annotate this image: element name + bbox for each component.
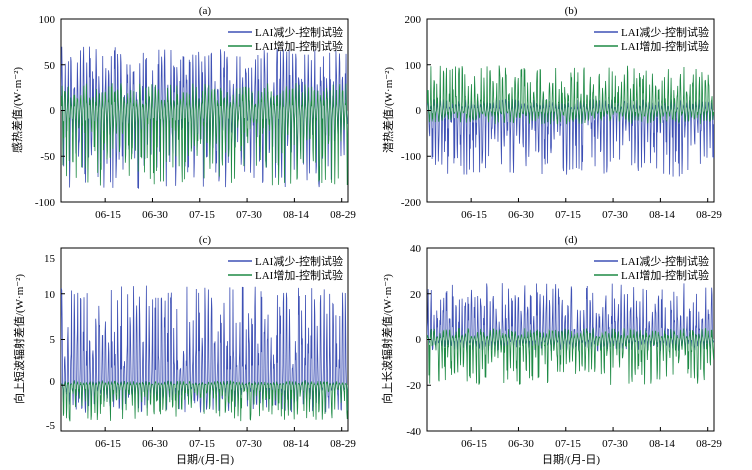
panel-d-xtick: 06-15 [461,438,487,450]
panel-d-xlabel: 日期/(月-日) [542,453,600,466]
panel-b-xtick: 07-30 [602,209,628,221]
panel-b-y-axis: 200 100 0 -100 -200 [401,14,422,209]
panel-b-legend-label-reduce: LAI减少-控制试验 [621,25,709,39]
panel-b: (b) 200 100 0 -100 -200 06-15 06-30 07-1… [381,5,722,221]
panel-b-xtick: 07-15 [555,209,581,221]
panel-d-xtick: 08-29 [696,438,722,450]
panel-a-ytick: -100 [35,197,56,209]
panel-a-xtick: 06-15 [95,209,121,221]
panel-b-legend-label-increase: LAI增加-控制试验 [621,39,709,53]
panel-a-xtick: 08-29 [330,209,356,221]
panel-c-xtick: 06-15 [95,438,121,450]
panel-c-xtick: 07-30 [236,438,262,450]
panel-d-xtick: 08-14 [649,438,675,450]
panel-d-ytick: 40 [410,243,422,255]
panel-c: (c) 15 10 5 0 -5 06-15 06-30 07-15 07-30… [12,234,356,466]
panel-b-ytick: -200 [401,197,422,209]
panel-c-xlabel: 日期/(月-日) [176,453,234,466]
panel-b-ytick: 200 [405,14,422,26]
panel-a: (a) 100 50 0 -50 -100 06-15 06-30 07-15 … [10,5,356,221]
panel-b-ylabel: 潜热差值/(W·m⁻²) [381,67,395,153]
panel-d-xtick: 07-30 [602,438,628,450]
panel-d-legend-label-increase: LAI增加-控制试验 [621,268,709,282]
panel-c-y-axis: 15 10 5 0 -5 [44,253,56,432]
panel-c-ylabel: 向上短波辐射差值/(W·m⁻²) [12,274,26,404]
panel-d-xtick: 06-30 [508,438,534,450]
panel-a-xtick: 07-15 [189,209,215,221]
series-line-increase [427,65,714,125]
panel-d-legend-label-reduce: LAI减少-控制试验 [621,254,709,268]
panel-b-xtick: 06-15 [461,209,487,221]
panel-d-series [427,283,714,385]
panel-d-ytick: 20 [410,289,422,301]
panel-c-xtick: 06-30 [142,438,168,450]
panel-b-title: (b) [565,5,578,17]
panel-a-legend: LAI减少-控制试验 LAI增加-控制试验 [228,25,343,53]
panel-a-ytick: -50 [40,151,55,163]
panel-a-xtick: 08-14 [283,209,309,221]
panel-b-ytick: -100 [401,151,422,163]
series-line-increase [61,83,348,186]
panel-a-xtick: 07-30 [236,209,262,221]
panel-c-x-axis: 06-15 06-30 07-15 07-30 08-14 08-29 [95,438,356,450]
series-line-increase [61,379,348,422]
panel-b-legend: LAI减少-控制试验 LAI增加-控制试验 [594,25,709,53]
panel-a-legend-label-increase: LAI增加-控制试验 [255,39,343,53]
panel-a-y-axis: 100 50 0 -50 -100 [35,14,56,209]
panel-a-ytick: 0 [50,105,56,117]
panel-c-ytick: 0 [50,376,56,388]
panel-a-series [61,46,348,189]
panel-c-xtick: 07-15 [189,438,215,450]
panel-d-xtick: 07-15 [555,438,581,450]
panel-b-series [427,65,714,177]
panel-a-title: (a) [199,5,212,17]
panel-c-ytick: 15 [44,253,56,265]
panel-a-ylabel: 感热差值/(W·m⁻²) [10,67,24,153]
panel-c-xtick: 08-14 [283,438,309,450]
panel-c-ytick: 10 [44,289,56,301]
series-line-increase [427,327,714,385]
panel-c-ytick: 5 [50,334,56,346]
panel-b-ytick: 0 [416,105,422,117]
panel-b-ytick: 100 [405,60,422,72]
panel-d-ytick: -20 [406,380,421,392]
panel-b-xtick: 06-30 [508,209,534,221]
panel-d-legend: LAI减少-控制试验 LAI增加-控制试验 [594,254,709,282]
panel-c-ytick: -5 [46,420,56,432]
panel-d-ylabel: 向上长波辐射差值/(W·m⁻²) [380,274,394,404]
panel-b-x-axis: 06-15 06-30 07-15 07-30 08-14 08-29 [461,209,722,221]
panel-c-legend-label-increase: LAI增加-控制试验 [255,268,343,282]
panel-d-title: (d) [565,234,578,246]
panel-c-series [61,285,348,422]
panel-d-x-axis: 06-15 06-30 07-15 07-30 08-14 08-29 [461,438,722,450]
panel-a-legend-label-reduce: LAI减少-控制试验 [255,25,343,39]
panel-a-ytick: 100 [39,14,56,26]
panel-b-xtick: 08-29 [696,209,722,221]
panel-a-ytick: 50 [44,60,56,72]
panel-c-title: (c) [199,234,212,246]
panel-c-xtick: 08-29 [330,438,356,450]
panel-d-ytick: -40 [406,426,421,438]
panel-b-xtick: 08-14 [649,209,675,221]
panel-a-x-axis: 06-15 06-30 07-15 07-30 08-14 08-29 [95,209,356,221]
panel-a-xtick: 06-30 [142,209,168,221]
panel-c-legend: LAI减少-控制试验 LAI增加-控制试验 [228,254,343,282]
panel-c-legend-label-reduce: LAI减少-控制试验 [255,254,343,268]
panel-d-ytick: 0 [416,334,422,346]
panel-d-y-axis: 40 20 0 -20 -40 [406,243,421,438]
panel-d: (d) 40 20 0 -20 -40 06-15 06-30 07-15 07… [380,234,722,466]
